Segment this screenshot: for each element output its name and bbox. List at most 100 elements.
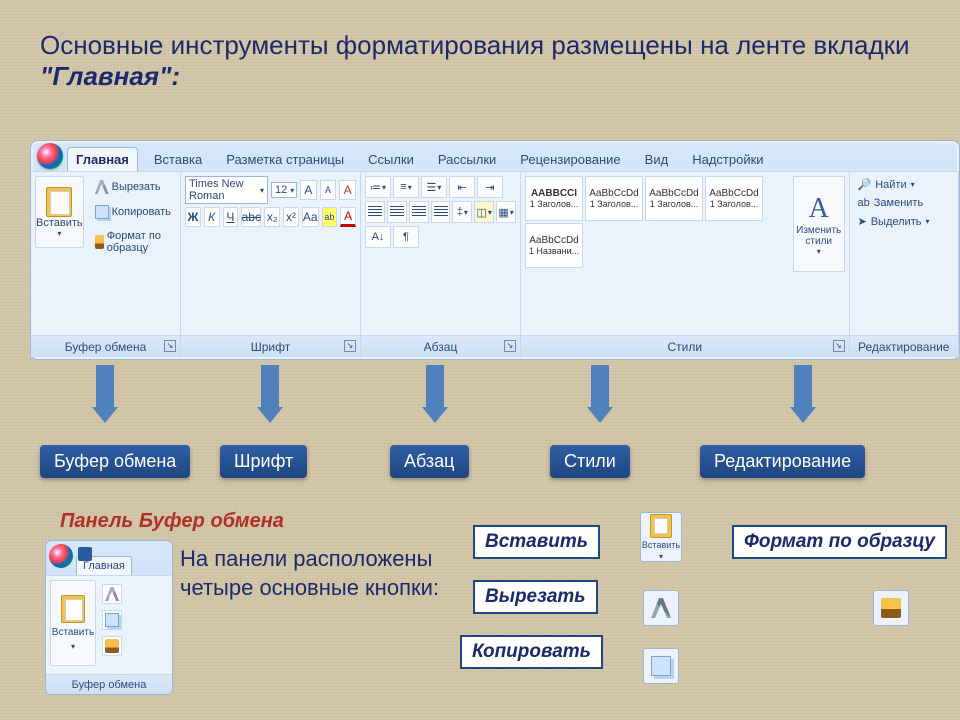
bold-button[interactable]: Ж xyxy=(185,207,201,227)
callout-paste: Вставить xyxy=(473,525,600,559)
borders-button[interactable]: ▦▾ xyxy=(496,201,516,223)
label-paragraph: Абзац xyxy=(390,445,469,478)
arrow-icon xyxy=(257,365,283,423)
multilevel-button[interactable]: ☰▾ xyxy=(421,176,447,198)
grow-font-button[interactable]: A xyxy=(300,180,317,200)
format-large-icon[interactable] xyxy=(873,590,909,626)
brush-icon xyxy=(95,235,104,249)
highlight-button[interactable]: ab xyxy=(322,207,338,227)
style-item[interactable]: AABBCCI1 Заголов... xyxy=(525,176,583,221)
scissors-icon xyxy=(651,598,671,618)
style-item[interactable]: AaBbCcDd1 Заголов... xyxy=(585,176,643,221)
paste-button[interactable]: Вставить ▾ xyxy=(35,176,84,248)
bullets-button[interactable]: ≔▾ xyxy=(365,176,391,198)
find-button[interactable]: 🔎Найти▾ xyxy=(854,176,955,193)
italic-button[interactable]: К xyxy=(204,207,220,227)
sort-button[interactable]: A↓ xyxy=(365,226,391,248)
label-editing: Редактирование xyxy=(700,445,865,478)
group-clipboard: Вставить ▾ Вырезать Копировать Формат по… xyxy=(31,172,181,357)
mini-paste-label: Вставить xyxy=(52,627,94,638)
tab-home[interactable]: Главная xyxy=(67,147,138,171)
align-center-button[interactable] xyxy=(387,201,407,223)
launcher-icon[interactable]: ↘ xyxy=(344,340,356,352)
change-styles-button[interactable]: A Изменить стили ▾ xyxy=(793,176,845,272)
copy-label: Копировать xyxy=(112,206,171,218)
superscript-button[interactable]: x² xyxy=(283,207,299,227)
scissors-icon xyxy=(105,587,119,601)
launcher-icon[interactable]: ↘ xyxy=(164,340,176,352)
group-editing: 🔎Найти▾ abЗаменить ➤Выделить▾ Редактиров… xyxy=(850,172,960,357)
tab-insert[interactable]: Вставка xyxy=(146,148,210,171)
style-item[interactable]: AaBbCcDd1 Заголов... xyxy=(645,176,703,221)
tab-references[interactable]: Ссылки xyxy=(360,148,422,171)
mini-format-button[interactable] xyxy=(102,636,122,656)
copy-large-icon[interactable] xyxy=(643,648,679,684)
mini-copy-button[interactable] xyxy=(102,610,122,630)
clipboard-icon xyxy=(650,514,672,538)
chevron-down-icon: ▾ xyxy=(71,642,75,651)
intro-before: Основные инструменты форматирования разм… xyxy=(40,30,910,60)
office-button-icon[interactable] xyxy=(49,544,73,568)
mini-paste-button[interactable]: Вставить ▾ xyxy=(50,580,96,666)
tab-pagelayout[interactable]: Разметка страницы xyxy=(218,148,352,171)
shading-button[interactable]: ◫▾ xyxy=(474,201,494,223)
binoculars-icon: 🔎 xyxy=(858,178,872,191)
font-color-button[interactable]: A xyxy=(340,207,356,227)
callout-format: Формат по образцу xyxy=(732,525,947,559)
tab-view[interactable]: Вид xyxy=(637,148,677,171)
copy-icon xyxy=(105,613,119,627)
align-justify-button[interactable] xyxy=(431,201,451,223)
subscript-button[interactable]: x₂ xyxy=(264,207,280,227)
scissors-icon xyxy=(95,180,109,194)
clear-formatting-button[interactable]: A xyxy=(339,180,356,200)
cut-button[interactable]: Вырезать xyxy=(88,176,178,198)
font-size-select[interactable]: 12▾ xyxy=(271,182,297,198)
align-right-button[interactable] xyxy=(409,201,429,223)
font-name-select[interactable]: Times New Roman▾ xyxy=(185,176,268,204)
group-editing-label: Редактирование xyxy=(850,335,959,357)
shrink-font-button[interactable]: A xyxy=(320,180,337,200)
replace-button[interactable]: abЗаменить xyxy=(854,195,955,211)
mini-cut-button[interactable] xyxy=(102,584,122,604)
indent-inc-button[interactable]: ⇥ xyxy=(477,176,503,198)
underline-button[interactable]: Ч xyxy=(223,207,239,227)
chevron-down-icon: ▾ xyxy=(817,247,821,256)
tab-mailings[interactable]: Рассылки xyxy=(430,148,504,171)
tab-addins[interactable]: Надстройки xyxy=(684,148,771,171)
group-font-label: Шрифт↘ xyxy=(181,335,360,357)
format-painter-button[interactable]: Формат по образцу xyxy=(88,226,178,258)
align-left-button[interactable] xyxy=(365,201,385,223)
style-item[interactable]: AaBbCcDd1 Названи... xyxy=(525,223,583,268)
select-button[interactable]: ➤Выделить▾ xyxy=(854,213,955,230)
save-icon[interactable] xyxy=(78,547,92,561)
clipboard-panel-heading: Панель Буфер обмена xyxy=(60,510,284,533)
strike-button[interactable]: abc xyxy=(241,207,261,227)
change-styles-icon: A xyxy=(809,193,829,225)
mini-ribbon: Главная Вставить ▾ Буфер обмена xyxy=(45,540,173,695)
label-clipboard: Буфер обмена xyxy=(40,445,190,478)
mini-group-label: Буфер обмена xyxy=(46,674,172,694)
arrow-icon xyxy=(92,365,118,423)
group-paragraph-label: Абзац↘ xyxy=(361,335,520,357)
arrow-icon xyxy=(422,365,448,423)
change-case-button[interactable]: Aa xyxy=(302,207,319,227)
description-text: На панели расположены четыре основные кн… xyxy=(180,545,460,602)
show-marks-button[interactable]: ¶ xyxy=(393,226,419,248)
indent-dec-button[interactable]: ⇤ xyxy=(449,176,475,198)
launcher-icon[interactable]: ↘ xyxy=(504,340,516,352)
numbering-button[interactable]: ≡▾ xyxy=(393,176,419,198)
paste-icon xyxy=(46,187,72,217)
office-button-icon[interactable] xyxy=(37,143,63,169)
line-spacing-button[interactable]: ‡▾ xyxy=(452,201,472,223)
launcher-icon[interactable]: ↘ xyxy=(833,340,845,352)
cut-label: Вырезать xyxy=(112,181,161,193)
style-item[interactable]: AaBbCcDd1 Заголов... xyxy=(705,176,763,221)
style-gallery[interactable]: AABBCCI1 Заголов... AaBbCcDd1 Заголов...… xyxy=(525,176,789,268)
paste-large-icon[interactable]: Вставить ▾ xyxy=(640,512,682,562)
copy-button[interactable]: Копировать xyxy=(88,201,178,223)
format-painter-label: Формат по образцу xyxy=(107,230,171,254)
tab-review[interactable]: Рецензирование xyxy=(512,148,628,171)
cut-large-icon[interactable] xyxy=(643,590,679,626)
callout-cut: Вырезать xyxy=(473,580,598,614)
chevron-down-icon: ▾ xyxy=(659,552,663,561)
